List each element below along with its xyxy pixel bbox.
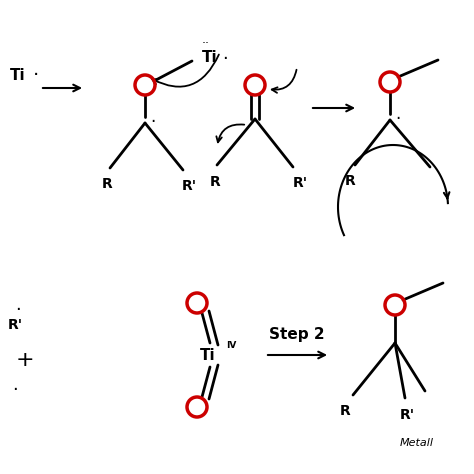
Text: Ti: Ti	[10, 67, 26, 82]
Text: Ti: Ti	[200, 347, 216, 363]
Text: +: +	[16, 350, 34, 370]
Text: R: R	[345, 174, 356, 188]
Text: R': R'	[8, 318, 23, 332]
Text: Metall: Metall	[400, 438, 434, 448]
Text: R': R'	[292, 176, 308, 190]
Text: ·: ·	[12, 381, 18, 399]
Text: IV: IV	[226, 340, 237, 349]
Text: R': R'	[400, 408, 415, 422]
Text: Step 2: Step 2	[269, 328, 325, 343]
Text: R: R	[101, 177, 112, 191]
Text: ·: ·	[15, 301, 21, 319]
Text: Ti: Ti	[202, 49, 218, 64]
Text: ·: ·	[150, 113, 155, 131]
Text: ··: ··	[202, 37, 210, 51]
Text: ·: ·	[395, 110, 400, 128]
Text: R': R'	[182, 179, 197, 193]
Text: ·: ·	[33, 65, 39, 84]
Text: R: R	[210, 175, 220, 189]
Text: R: R	[340, 404, 350, 418]
Text: ·: ·	[222, 50, 228, 68]
